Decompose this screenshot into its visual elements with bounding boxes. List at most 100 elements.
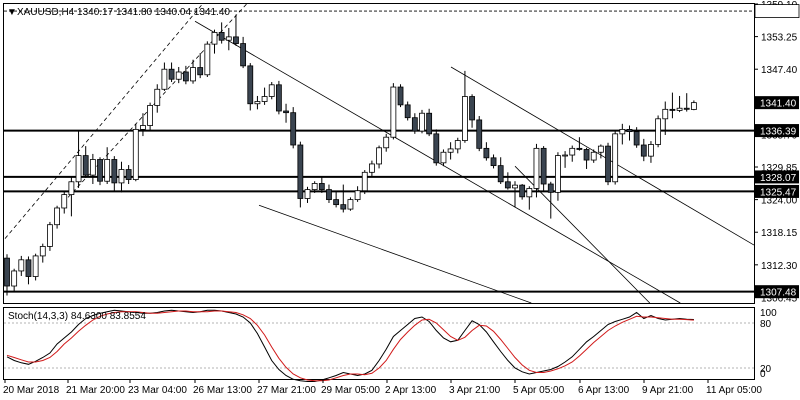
candle: [261, 87, 268, 105]
candle: [497, 157, 504, 185]
chart-header-arrow[interactable]: ▼: [7, 7, 17, 18]
candle: [283, 103, 289, 123]
candle: [104, 147, 111, 185]
stoch-tick-label: 100: [760, 308, 777, 319]
candle: [318, 176, 325, 193]
price-level-tag-label: 1325.47: [760, 187, 797, 198]
stoch-tick-label: 20: [760, 364, 772, 375]
candle: [519, 184, 526, 200]
candle-body: [411, 117, 418, 132]
candle-body: [605, 145, 611, 183]
candle: [576, 137, 583, 151]
candle-body: [268, 84, 275, 97]
candle-body: [104, 159, 111, 182]
candle: [340, 184, 347, 213]
stoch-title: Stoch(14,3,3) 84.6300 83.8554: [8, 311, 146, 322]
candle-body: [476, 119, 483, 149]
candle: [512, 181, 518, 208]
price-level-tag-label: 1357.83: [760, 7, 797, 18]
stochastic-lines: [4, 309, 754, 382]
price-level-tag: [755, 184, 799, 198]
price-level-tag-label: 1307.48: [760, 288, 797, 299]
candle: [304, 186, 311, 203]
candle: [626, 125, 633, 141]
candle: [383, 133, 390, 152]
candle: [504, 172, 511, 190]
price-tick-label: 1312.30: [761, 261, 798, 272]
time-tick-label: 5 Apr 05:00: [513, 385, 565, 396]
candle: [4, 254, 10, 296]
candle: [648, 141, 654, 163]
candle-body: [569, 147, 576, 156]
candle-body: [61, 194, 68, 209]
candle-body: [519, 184, 526, 198]
candle: [526, 186, 533, 210]
candle-body: [340, 204, 347, 210]
time-tick-label: 2 Apr 13:00: [385, 385, 437, 396]
candle-body: [97, 159, 103, 182]
candle-body: [132, 128, 139, 180]
candle: [97, 157, 103, 186]
candle-body: [354, 190, 361, 201]
candle-body: [39, 246, 46, 257]
candle-body: [18, 259, 25, 272]
candle-body: [662, 108, 669, 120]
candle-body: [261, 96, 268, 102]
candle-body: [75, 155, 82, 183]
candle: [147, 102, 154, 132]
candle-body: [240, 43, 247, 67]
candle: [619, 123, 626, 145]
time-tick-label: 26 Mar 13:00: [193, 385, 252, 396]
candle: [39, 243, 46, 263]
candle-body: [555, 155, 561, 193]
candle-body: [118, 169, 125, 184]
candle-body: [462, 96, 468, 141]
candle-body: [247, 65, 254, 105]
candle-body: [540, 147, 547, 185]
candle: [354, 186, 361, 202]
candle: [597, 144, 604, 159]
candle: [490, 154, 497, 169]
candle-body: [683, 107, 690, 110]
candle: [655, 115, 662, 148]
price-level-tag: [755, 96, 799, 110]
candle: [469, 94, 475, 128]
price-tick-label: 1318.15: [761, 228, 798, 239]
candle-body: [318, 183, 325, 190]
candle-body: [361, 171, 368, 192]
stoch-tick-label: 80: [760, 319, 772, 330]
candle: [440, 149, 447, 167]
candle: [89, 153, 96, 185]
candle-body: [648, 144, 654, 157]
candle-body: [426, 112, 433, 135]
candle: [275, 80, 282, 115]
candle-body: [669, 108, 676, 111]
candle-body: [690, 102, 697, 110]
candle-body: [626, 128, 633, 133]
candle: [605, 142, 611, 186]
stoch-panel-frame: [3, 307, 755, 380]
candle: [411, 113, 418, 134]
candle-body: [254, 101, 261, 105]
candle-body: [333, 199, 340, 206]
candle: [347, 197, 354, 211]
candle: [555, 152, 561, 201]
candle: [633, 127, 640, 148]
candle: [404, 101, 411, 121]
candle-body: [4, 257, 10, 287]
candle-body: [504, 181, 511, 189]
candle-body: [82, 155, 89, 176]
candle: [182, 65, 189, 85]
chart-header-info: XAUUSD,H4 1340.17 1341.80 1340.04 1341.4…: [17, 7, 230, 18]
price-level-tag: [755, 124, 799, 138]
candle: [590, 149, 597, 163]
candle-body: [47, 224, 53, 247]
candle-body: [211, 32, 218, 45]
candle: [311, 181, 318, 193]
candle-body: [490, 157, 497, 167]
candle-body: [175, 71, 182, 80]
candle-body: [512, 184, 518, 189]
candle-body: [326, 189, 332, 201]
candle-body: [347, 199, 354, 210]
